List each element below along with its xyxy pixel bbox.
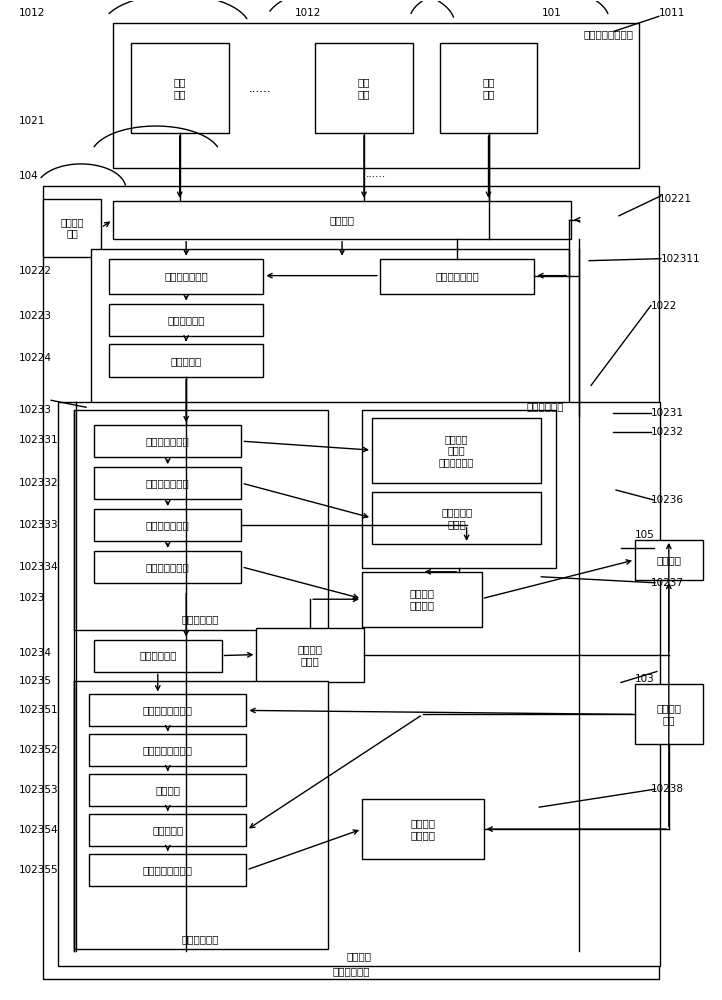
Text: 监测状态设
定单元: 监测状态设 定单元 [441, 507, 472, 529]
Bar [94, 551, 241, 583]
Text: 1022: 1022 [651, 301, 677, 311]
Text: ......: ...... [366, 169, 386, 179]
Text: 母体运动滤除单元: 母体运动滤除单元 [143, 705, 193, 715]
Text: ......: ...... [249, 82, 271, 95]
Bar [94, 640, 222, 672]
Bar [109, 304, 264, 336]
Text: 信噪比监
测单元: 信噪比监 测单元 [297, 644, 323, 666]
Bar [372, 492, 542, 544]
Text: 1021: 1021 [18, 116, 45, 126]
Bar [89, 774, 246, 806]
Text: 102331: 102331 [18, 435, 58, 445]
Text: 信号处理组件: 信号处理组件 [332, 966, 370, 976]
Text: 10233: 10233 [18, 405, 51, 415]
Text: 断开联通
子单元
探头设定单元: 断开联通 子单元 探头设定单元 [439, 434, 474, 467]
Text: 母体心音
通道: 母体心音 通道 [61, 217, 84, 239]
Text: 第四选取子单元: 第四选取子单元 [146, 562, 190, 572]
Text: 加速度传
感器: 加速度传 感器 [656, 704, 682, 725]
Bar [74, 681, 328, 949]
Bar [635, 684, 703, 744]
Text: 自适应滤波: 自适应滤波 [152, 825, 183, 835]
Text: 102332: 102332 [18, 478, 58, 488]
Text: 102311: 102311 [661, 254, 700, 264]
Text: 10234: 10234 [18, 648, 51, 658]
Text: 低通滤波: 低通滤波 [155, 785, 180, 795]
Text: 第三选取子单元: 第三选取子单元 [146, 520, 190, 530]
Bar [256, 628, 364, 682]
Text: 接收
探头: 接收 探头 [173, 77, 186, 99]
Bar [362, 799, 484, 859]
Text: 发射
探头: 发射 探头 [482, 77, 495, 99]
Text: 1012: 1012 [18, 8, 45, 18]
Text: 102353: 102353 [18, 785, 58, 795]
Text: 10224: 10224 [18, 353, 51, 363]
Bar [362, 410, 556, 568]
Text: 10236: 10236 [651, 495, 684, 505]
Text: 提醒单元: 提醒单元 [656, 555, 682, 565]
Bar [113, 201, 571, 239]
Text: 超声信号发生器: 超声信号发生器 [435, 271, 479, 281]
Text: 102355: 102355 [18, 865, 58, 875]
Bar [94, 425, 241, 457]
Bar [380, 259, 534, 294]
Text: 10231: 10231 [651, 408, 684, 418]
Text: 接收
探头: 接收 探头 [357, 77, 370, 99]
Text: 105: 105 [635, 530, 655, 540]
Text: 第一选取子单元: 第一选取子单元 [146, 436, 190, 446]
Text: 第二选取子单元: 第二选取子单元 [146, 478, 190, 488]
Text: 1012: 1012 [295, 8, 321, 18]
Text: 模数转换前端: 模数转换前端 [168, 315, 205, 325]
Bar [43, 186, 659, 979]
Text: 103: 103 [635, 675, 655, 685]
Bar [316, 43, 413, 133]
Text: 10235: 10235 [18, 676, 51, 686]
Bar [58, 402, 660, 966]
Bar [113, 23, 639, 168]
Text: 母体语音滤除单元: 母体语音滤除单元 [143, 745, 193, 755]
Text: 信号处理单元: 信号处理单元 [527, 401, 564, 411]
Bar [362, 572, 482, 627]
Text: 10237: 10237 [651, 578, 684, 588]
Text: 10238: 10238 [651, 784, 684, 794]
Text: 102351: 102351 [18, 705, 58, 715]
Text: 1023: 1023 [18, 593, 45, 603]
Text: 102334: 102334 [18, 562, 58, 572]
Bar [91, 249, 569, 416]
Text: 三路以上监测探头: 三路以上监测探头 [584, 29, 634, 39]
Text: 获取胎心率子单元: 获取胎心率子单元 [143, 865, 193, 875]
Bar [109, 344, 264, 377]
Bar [89, 854, 246, 886]
Text: 10221: 10221 [659, 194, 692, 204]
Text: 第二选取单元: 第二选取单元 [139, 651, 177, 661]
Text: 胎心获取单元: 胎心获取单元 [182, 934, 219, 944]
Text: 控制单元: 控制单元 [347, 951, 372, 961]
Text: 开关单元: 开关单元 [329, 215, 355, 225]
Bar [89, 694, 246, 726]
Bar [635, 540, 703, 580]
Text: 102333: 102333 [18, 520, 58, 530]
Text: 102354: 102354 [18, 825, 58, 835]
Bar [74, 410, 328, 630]
Text: 10223: 10223 [18, 311, 51, 321]
Text: 1011: 1011 [659, 8, 685, 18]
Bar [94, 509, 241, 541]
Text: 胎心异常
判定单元: 胎心异常 判定单元 [410, 818, 435, 840]
Bar [43, 199, 101, 257]
Text: 超声信号解调器: 超声信号解调器 [165, 271, 208, 281]
Text: 第一选取单元: 第一选取单元 [182, 615, 219, 625]
Text: 10222: 10222 [18, 266, 51, 276]
Bar [109, 259, 264, 294]
Text: 101: 101 [542, 8, 562, 18]
Bar [89, 814, 246, 846]
Bar [94, 467, 241, 499]
Text: 10232: 10232 [651, 427, 684, 437]
Bar [131, 43, 228, 133]
Bar [440, 43, 537, 133]
Bar [372, 418, 542, 483]
Text: 模数转换器: 模数转换器 [170, 356, 202, 366]
Text: 104: 104 [18, 171, 38, 181]
Bar [89, 734, 246, 766]
Text: 噪声信号
获取单元: 噪声信号 获取单元 [409, 588, 434, 610]
Text: 102352: 102352 [18, 745, 58, 755]
